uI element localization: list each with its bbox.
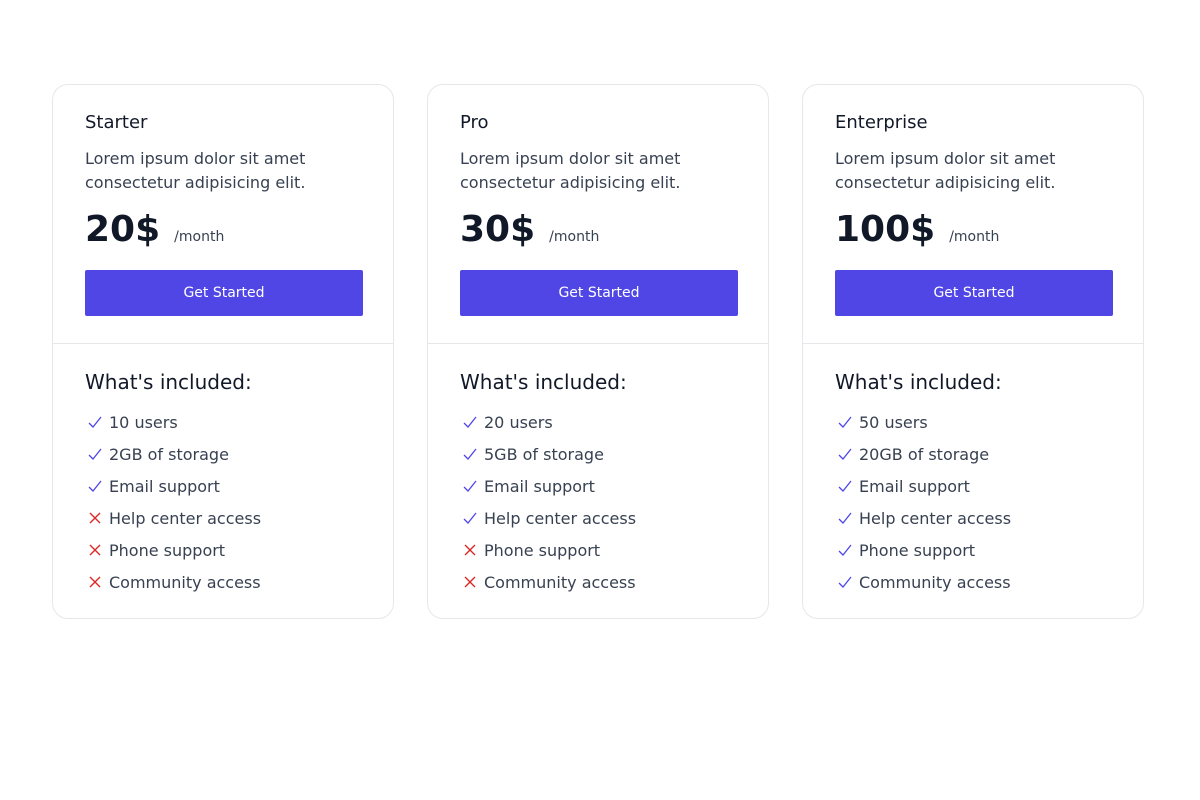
feature-label: 20GB of storage bbox=[859, 444, 990, 464]
get-started-button[interactable]: Get Started bbox=[835, 270, 1113, 316]
feature-item: Help center access bbox=[460, 502, 736, 534]
plan-description: Lorem ipsum dolor sit amet consectetur a… bbox=[85, 149, 306, 192]
check-icon bbox=[835, 540, 855, 560]
feature-item: Help center access bbox=[85, 502, 361, 534]
feature-label: Community access bbox=[859, 572, 1011, 592]
check-icon bbox=[835, 444, 855, 464]
check-icon bbox=[460, 508, 480, 528]
feature-label: 50 users bbox=[859, 412, 928, 432]
feature-label: Phone support bbox=[859, 540, 976, 560]
feature-label: Phone support bbox=[484, 540, 601, 560]
feature-item: Community access bbox=[835, 566, 1111, 598]
feature-item: Email support bbox=[835, 470, 1111, 502]
x-icon bbox=[460, 540, 480, 560]
pricing-card-starter: Starter Lorem ipsum dolor sit amet conse… bbox=[52, 84, 394, 619]
pricing-cards: Starter Lorem ipsum dolor sit amet conse… bbox=[52, 84, 1144, 619]
feature-label: Email support bbox=[484, 476, 595, 496]
features-section: What's included: 10 users 2GB of storage E… bbox=[53, 344, 393, 598]
feature-label: Phone support bbox=[109, 540, 226, 560]
feature-label: Community access bbox=[484, 572, 636, 592]
x-icon bbox=[85, 572, 105, 592]
card-header: Starter Lorem ipsum dolor sit amet conse… bbox=[53, 85, 393, 344]
card-header: Enterprise Lorem ipsum dolor sit amet co… bbox=[803, 85, 1143, 344]
feature-item: Phone support bbox=[85, 534, 361, 566]
feature-item: 20GB of storage bbox=[835, 438, 1111, 470]
plan-name: Pro bbox=[460, 112, 489, 133]
x-icon bbox=[460, 572, 480, 592]
check-icon bbox=[460, 476, 480, 496]
feature-list: 20 users 5GB of storage Email support Help … bbox=[460, 406, 736, 598]
feature-label: Help center access bbox=[109, 508, 262, 528]
pricing-card-pro: Pro Lorem ipsum dolor sit amet consectet… bbox=[427, 84, 769, 619]
feature-item: Phone support bbox=[460, 534, 736, 566]
feature-label: 2GB of storage bbox=[109, 444, 229, 464]
feature-item: Phone support bbox=[835, 534, 1111, 566]
feature-label: Community access bbox=[109, 572, 261, 592]
feature-item: 50 users bbox=[835, 406, 1111, 438]
price-period: /month bbox=[949, 229, 1000, 245]
plan-price: 20$ bbox=[85, 209, 161, 250]
plan-price: 30$ bbox=[460, 209, 536, 250]
check-icon bbox=[835, 572, 855, 592]
feature-item: Community access bbox=[85, 566, 361, 598]
plan-description: Lorem ipsum dolor sit amet consectetur a… bbox=[460, 149, 681, 192]
plan-price: 100$ bbox=[835, 209, 936, 250]
check-icon bbox=[460, 412, 480, 432]
feature-item: Help center access bbox=[835, 502, 1111, 534]
feature-item: 10 users bbox=[85, 406, 361, 438]
price-period: /month bbox=[174, 229, 225, 245]
plan-name: Starter bbox=[85, 112, 148, 133]
price-row: 20$ /month bbox=[85, 207, 361, 253]
price-period: /month bbox=[549, 229, 600, 245]
feature-item: Community access bbox=[460, 566, 736, 598]
x-icon bbox=[85, 540, 105, 560]
price-row: 100$ /month bbox=[835, 207, 1111, 253]
check-icon bbox=[85, 412, 105, 432]
feature-label: Help center access bbox=[484, 508, 637, 528]
pricing-card-enterprise: Enterprise Lorem ipsum dolor sit amet co… bbox=[802, 84, 1144, 619]
included-heading: What's included: bbox=[85, 370, 252, 394]
get-started-button[interactable]: Get Started bbox=[460, 270, 738, 316]
feature-label: Email support bbox=[859, 476, 970, 496]
feature-list: 50 users 20GB of storage Email support Help… bbox=[835, 406, 1111, 598]
feature-list: 10 users 2GB of storage Email support Help … bbox=[85, 406, 361, 598]
check-icon bbox=[835, 476, 855, 496]
check-icon bbox=[835, 508, 855, 528]
feature-label: Email support bbox=[109, 476, 220, 496]
plan-name: Enterprise bbox=[835, 112, 928, 133]
included-heading: What's included: bbox=[835, 370, 1002, 394]
get-started-button[interactable]: Get Started bbox=[85, 270, 363, 316]
included-heading: What's included: bbox=[460, 370, 627, 394]
features-section: What's included: 50 users 20GB of storage… bbox=[803, 344, 1143, 598]
feature-label: Help center access bbox=[859, 508, 1012, 528]
check-icon bbox=[460, 444, 480, 464]
feature-label: 20 users bbox=[484, 412, 553, 432]
x-icon bbox=[85, 508, 105, 528]
price-row: 30$ /month bbox=[460, 207, 736, 253]
feature-label: 5GB of storage bbox=[484, 444, 604, 464]
features-section: What's included: 20 users 5GB of storage E… bbox=[428, 344, 768, 598]
check-icon bbox=[85, 476, 105, 496]
check-icon bbox=[835, 412, 855, 432]
feature-label: 10 users bbox=[109, 412, 178, 432]
plan-description: Lorem ipsum dolor sit amet consectetur a… bbox=[835, 149, 1056, 192]
feature-item: 2GB of storage bbox=[85, 438, 361, 470]
feature-item: Email support bbox=[460, 470, 736, 502]
feature-item: 5GB of storage bbox=[460, 438, 736, 470]
feature-item: 20 users bbox=[460, 406, 736, 438]
feature-item: Email support bbox=[85, 470, 361, 502]
card-header: Pro Lorem ipsum dolor sit amet consectet… bbox=[428, 85, 768, 344]
check-icon bbox=[85, 444, 105, 464]
